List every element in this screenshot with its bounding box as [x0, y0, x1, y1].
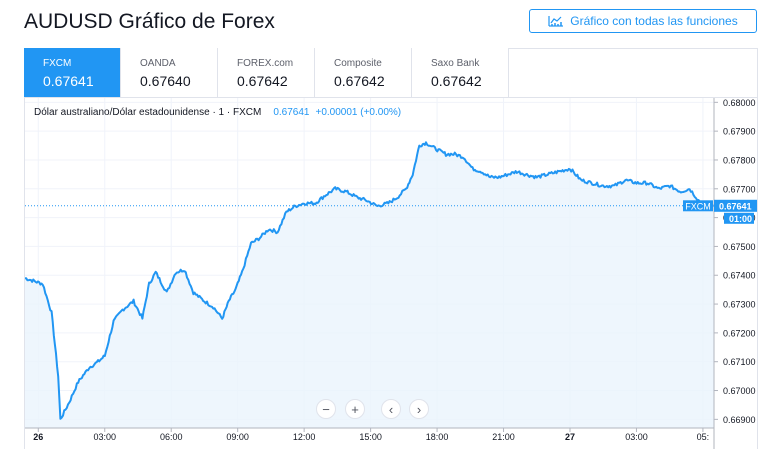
- x-tick-label: 03:00: [625, 432, 648, 442]
- y-tick-label: 0.67500: [723, 242, 756, 252]
- tab-value: 0.67642: [334, 73, 385, 89]
- x-tick-label: 26: [33, 432, 43, 442]
- y-tick-label: 0.67200: [723, 328, 756, 338]
- chart-icon: [548, 15, 564, 27]
- price-tag-source-bg: [683, 200, 713, 212]
- zoom-in-button[interactable]: +: [345, 399, 365, 419]
- tab-value: 0.67641: [43, 73, 94, 89]
- y-tick-label: 0.67000: [723, 386, 756, 396]
- tab-value: 0.67640: [140, 73, 191, 89]
- scroll-right-button[interactable]: ›: [409, 399, 429, 419]
- y-tick-label: 0.67700: [723, 184, 756, 194]
- y-tick-label: 0.67100: [723, 357, 756, 367]
- full-chart-button[interactable]: Gráfico con todas las funciones: [529, 9, 757, 33]
- x-tick-label: 21:00: [492, 432, 515, 442]
- price-tag-value: 0.67641: [719, 201, 752, 211]
- tab-value: 0.67642: [237, 73, 288, 89]
- tab-name: Saxo Bank: [431, 58, 480, 69]
- tab-forex-com[interactable]: FOREX.com 0.67642: [218, 48, 315, 97]
- y-tick-label: 0.67800: [723, 155, 756, 165]
- x-tick-label: 27: [565, 432, 575, 442]
- tab-name: OANDA: [140, 58, 176, 69]
- tab-name: FXCM: [43, 58, 72, 69]
- price-tag-source: FXCM: [685, 201, 711, 211]
- price-tag-time: 01:00: [729, 214, 752, 224]
- x-tick-label: 05:: [697, 432, 710, 442]
- y-tick-label: 0.67300: [723, 300, 756, 310]
- x-tick-label: 06:00: [160, 432, 183, 442]
- tab-name: FOREX.com: [237, 58, 294, 69]
- x-tick-label: 12:00: [293, 432, 316, 442]
- tab-fxcm[interactable]: FXCM 0.67641: [24, 48, 121, 97]
- tab-composite[interactable]: Composite 0.67642: [315, 48, 412, 97]
- exchange-tabs: FXCM 0.67641 OANDA 0.67640 FOREX.com 0.6…: [24, 48, 509, 97]
- full-chart-button-label: Gráfico con todas las funciones: [570, 14, 738, 28]
- tab-name: Composite: [334, 58, 382, 69]
- chart-panel[interactable]: [24, 97, 758, 449]
- x-tick-label: 03:00: [93, 432, 116, 442]
- x-tick-label: 18:00: [426, 432, 449, 442]
- price-area: [25, 142, 714, 429]
- legend-symbol: Dólar australiano/Dólar estadounidense ·…: [34, 107, 262, 118]
- zoom-out-button[interactable]: −: [316, 399, 336, 419]
- page-title: AUDUSD Gráfico de Forex: [24, 10, 275, 33]
- y-tick-label: 0.67400: [723, 271, 756, 281]
- tab-oanda[interactable]: OANDA 0.67640: [121, 48, 218, 97]
- legend-last-price: 0.67641: [273, 107, 310, 118]
- y-tick-label: 0.68000: [723, 98, 756, 108]
- price-tag-value-bg: [714, 199, 757, 212]
- y-tick-label: 0.67900: [723, 127, 756, 137]
- y-tick-label: 0.66900: [723, 415, 756, 425]
- scroll-left-button[interactable]: ‹: [381, 399, 401, 419]
- legend-change: +0.00001 (+0.00%): [315, 107, 402, 118]
- price-tag-time-bg: [724, 212, 754, 224]
- x-tick-label: 15:00: [359, 432, 382, 442]
- x-tick-label: 09:00: [226, 432, 249, 442]
- tab-saxo-bank[interactable]: Saxo Bank 0.67642: [412, 48, 509, 97]
- chart-legend: Dólar australiano/Dólar estadounidense ·…: [34, 107, 401, 118]
- tab-value: 0.67642: [431, 73, 482, 89]
- price-line: [24, 141, 715, 420]
